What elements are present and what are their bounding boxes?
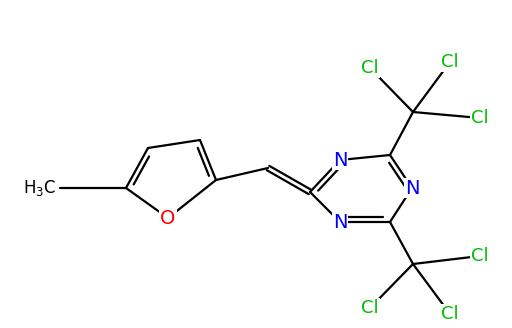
Text: Cl: Cl <box>471 109 489 127</box>
Text: N: N <box>333 151 347 170</box>
Text: Cl: Cl <box>441 53 459 71</box>
Text: O: O <box>160 209 176 228</box>
Text: Cl: Cl <box>361 59 379 77</box>
Text: N: N <box>333 213 347 232</box>
Text: Cl: Cl <box>471 247 489 265</box>
Text: N: N <box>405 178 419 197</box>
Text: Cl: Cl <box>441 305 459 323</box>
Text: Cl: Cl <box>361 299 379 317</box>
Text: H$_3$C: H$_3$C <box>23 178 56 198</box>
